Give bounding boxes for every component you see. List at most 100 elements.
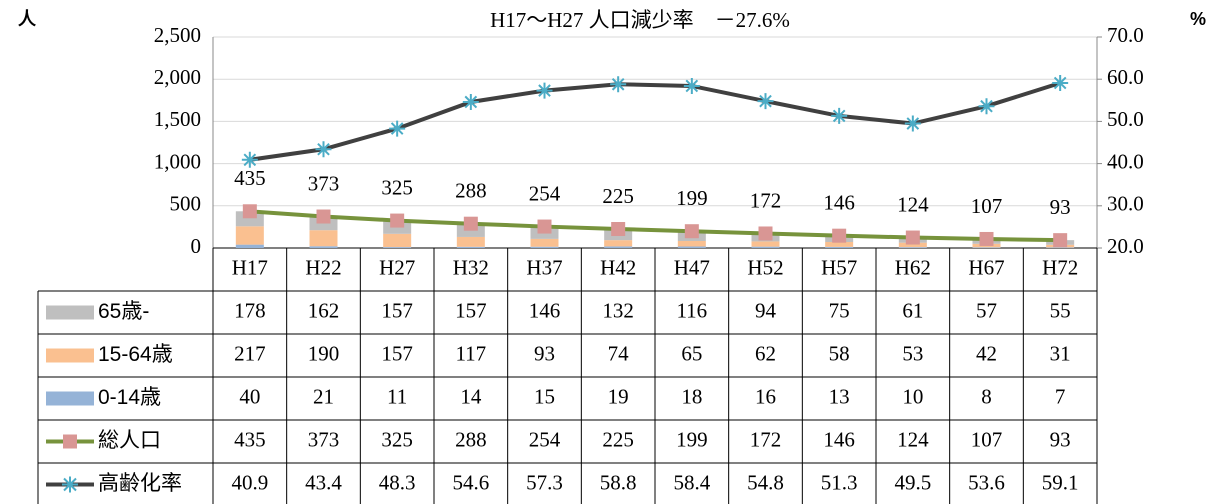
bar <box>309 246 338 248</box>
table-cell: 53 <box>902 341 923 365</box>
table-cell: 54.6 <box>452 470 489 494</box>
x-tick-label: H52 <box>747 255 783 279</box>
bar <box>309 230 338 247</box>
bar <box>530 246 559 248</box>
table-cell: 190 <box>308 341 340 365</box>
table-cell: 57 <box>976 298 997 322</box>
table-cell: 146 <box>529 298 561 322</box>
table-cell: 172 <box>750 427 782 451</box>
table-cell: 254 <box>529 427 561 451</box>
y-tick-label: 1,500 <box>154 107 201 131</box>
y-axis-label: 人 <box>18 9 37 29</box>
legend-label: 0-14歳 <box>98 386 161 409</box>
x-tick-label: H37 <box>526 255 562 279</box>
table-cell: 57.3 <box>526 470 563 494</box>
x-tick-label: H32 <box>453 255 489 279</box>
bar <box>1046 247 1075 248</box>
y-tick-label: 0 <box>191 234 202 258</box>
marker <box>979 231 994 246</box>
marker <box>463 216 478 231</box>
bar <box>235 244 264 248</box>
table-cell: 11 <box>387 384 407 408</box>
y2-tick-label: 40.0 <box>1107 149 1144 173</box>
marker <box>832 228 847 243</box>
bar <box>235 226 264 245</box>
bar <box>383 247 412 248</box>
data-label: 254 <box>529 181 561 205</box>
line <box>249 81 1061 162</box>
marker <box>684 224 699 239</box>
table-cell: 59.1 <box>1042 470 1079 494</box>
bar <box>456 246 485 248</box>
data-label: 124 <box>897 192 929 216</box>
table-cell: 58.4 <box>673 470 710 494</box>
legend-label: 総人口 <box>98 429 161 452</box>
data-label: 172 <box>750 188 782 212</box>
data-label: 435 <box>234 166 266 190</box>
y2-tick-label: 50.0 <box>1107 107 1144 131</box>
marker <box>758 226 773 241</box>
data-label: 225 <box>602 184 634 208</box>
legend-label: 65歳- <box>98 300 149 323</box>
table-cell: 13 <box>829 384 850 408</box>
data-label: 288 <box>455 179 487 203</box>
chart-title: H17～H27 人口減少率 －27.6% <box>490 8 790 32</box>
table-cell: 21 <box>313 384 334 408</box>
x-tick-label: H17 <box>232 255 268 279</box>
legend-key <box>46 348 94 363</box>
table-cell: 75 <box>829 298 850 322</box>
table-cell: 199 <box>676 427 708 451</box>
table-cell: 61 <box>902 298 923 322</box>
data-label: 146 <box>823 190 855 214</box>
bar <box>383 233 412 248</box>
bar <box>456 236 485 247</box>
marker <box>242 204 257 219</box>
table-cell: 93 <box>534 341 555 365</box>
y2-tick-label: 20.0 <box>1107 234 1144 258</box>
table-cell: 157 <box>381 298 413 322</box>
legend-label: 15-64歳 <box>98 343 173 366</box>
table-cell: 107 <box>971 427 1003 451</box>
y-tick-label: 500 <box>170 192 202 216</box>
table-cell: 178 <box>234 298 266 322</box>
x-tick-label: H62 <box>895 255 931 279</box>
marker <box>390 213 405 228</box>
table-cell: 54.8 <box>747 470 784 494</box>
data-label: 107 <box>971 194 1003 218</box>
table-cell: 65 <box>681 341 702 365</box>
y-tick-label: 1,000 <box>154 149 201 173</box>
table-cell: 53.6 <box>968 470 1005 494</box>
x-tick-label: H72 <box>1042 255 1078 279</box>
x-tick-label: H67 <box>968 255 1004 279</box>
table-cell: 435 <box>234 427 266 451</box>
table-cell: 19 <box>608 384 629 408</box>
table-cell: 116 <box>676 298 707 322</box>
data-label: 325 <box>381 175 413 199</box>
bar <box>677 246 706 248</box>
table-cell: 40.9 <box>231 470 268 494</box>
bar <box>751 241 780 247</box>
y2-axis-label: % <box>1190 9 1206 29</box>
table-cell: 55 <box>1050 298 1071 322</box>
table-cell: 10 <box>902 384 923 408</box>
bar <box>530 238 559 247</box>
bar <box>825 246 854 248</box>
marker <box>831 107 848 124</box>
table-cell: 146 <box>823 427 855 451</box>
bar <box>604 246 633 248</box>
marker <box>905 230 920 245</box>
bar <box>898 242 927 248</box>
table-cell: 74 <box>608 341 630 365</box>
table-cell: 31 <box>1050 341 1071 365</box>
bar <box>604 240 633 247</box>
bar <box>972 247 1001 248</box>
marker <box>537 219 552 234</box>
table-cell: 132 <box>602 298 634 322</box>
y-tick-label: 2,500 <box>154 23 201 47</box>
x-tick-label: H57 <box>821 255 857 279</box>
table-cell: 40 <box>239 384 260 408</box>
table-cell: 16 <box>755 384 776 408</box>
bar <box>677 240 706 247</box>
